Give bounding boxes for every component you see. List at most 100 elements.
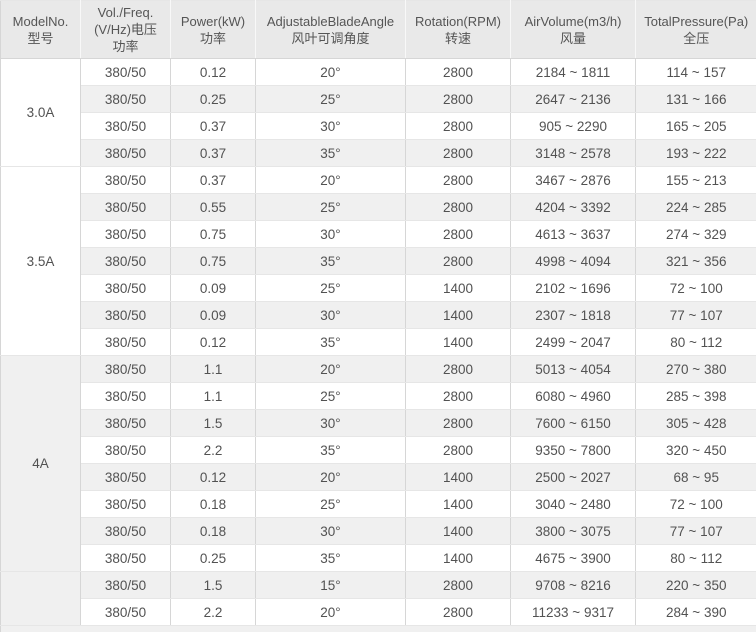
table-cell: 380/50 bbox=[80, 436, 171, 464]
model-cell bbox=[0, 571, 81, 626]
table-cell: 321 ~ 356 bbox=[635, 247, 756, 275]
table-cell: 380/50 bbox=[80, 301, 171, 329]
table-cell: 0.37 bbox=[170, 112, 256, 140]
model-cell: 4A bbox=[0, 355, 81, 572]
table-header: ModelNo. 型号 Vol./Freq. (V/Hz)电压 功率 Power(kW) 功… bbox=[0, 0, 756, 59]
table-row: 380/50 1.5 15° 2800 9708 ~ 8216 220 ~ 350 bbox=[0, 571, 756, 626]
table-cell: 2102 ~ 1696 bbox=[510, 274, 636, 302]
table-cell: 2800 bbox=[405, 409, 511, 437]
table-cell: 2800 bbox=[405, 166, 511, 194]
table-cell: 3040 ~ 2480 bbox=[510, 490, 636, 518]
table-cell: 2647 ~ 2136 bbox=[510, 85, 636, 113]
table-row: 380/50 1.5 30° 2800 7600 ~ 6150 305 ~ 428 bbox=[1, 409, 756, 437]
table-cell: 35° bbox=[255, 328, 406, 356]
table-cell: 305 ~ 428 bbox=[635, 409, 756, 437]
table-cell: 1.1 bbox=[170, 382, 256, 410]
table-cell: 0.12 bbox=[170, 58, 256, 86]
table-cell: 2800 bbox=[405, 247, 511, 275]
table-cell: 2800 bbox=[405, 571, 511, 599]
table-cell: 30° bbox=[255, 301, 406, 329]
table-cell: 131 ~ 166 bbox=[635, 85, 756, 113]
table-cell: 1400 bbox=[405, 274, 511, 302]
table-cell: 380/50 bbox=[80, 382, 171, 410]
table-cell: 1.5 bbox=[170, 409, 256, 437]
table-cell: 0.75 bbox=[170, 247, 256, 275]
partial-row-cell bbox=[0, 625, 756, 632]
table-cell: 2.2 bbox=[170, 436, 256, 464]
table-cell: 0.75 bbox=[170, 220, 256, 248]
table-cell: 0.37 bbox=[170, 139, 256, 167]
table-row: 380/50 2.2 35° 2800 9350 ~ 7800 320 ~ 450 bbox=[1, 436, 756, 464]
table-cell: 77 ~ 107 bbox=[635, 517, 756, 545]
table-cell: 380/50 bbox=[80, 571, 171, 599]
column-header-line: Power(kW) bbox=[180, 13, 246, 29]
table-cell: 380/50 bbox=[80, 598, 171, 626]
table-cell: 15° bbox=[255, 571, 406, 599]
column-header-2: Power(kW) 功率 bbox=[170, 0, 256, 59]
table-cell: 4675 ~ 3900 bbox=[510, 544, 636, 572]
table-cell: 155 ~ 213 bbox=[635, 166, 756, 194]
table-cell: 35° bbox=[255, 139, 406, 167]
table-row: 380/50 0.25 35° 1400 4675 ~ 3900 80 ~ 112 bbox=[1, 544, 756, 572]
table-cell: 1.5 bbox=[170, 571, 256, 599]
table-cell: 2500 ~ 2027 bbox=[510, 463, 636, 491]
table-cell: 2.2 bbox=[170, 598, 256, 626]
table-cell: 2800 bbox=[405, 220, 511, 248]
table-cell: 25° bbox=[255, 85, 406, 113]
table-row: 380/50 0.37 30° 2800 905 ~ 2290 165 ~ 205 bbox=[1, 112, 756, 140]
table-cell: 380/50 bbox=[80, 355, 171, 383]
table-cell: 380/50 bbox=[80, 139, 171, 167]
table-cell: 380/50 bbox=[80, 58, 171, 86]
table-cell: 20° bbox=[255, 355, 406, 383]
table-cell: 380/50 bbox=[80, 544, 171, 572]
table-cell: 6080 ~ 4960 bbox=[510, 382, 636, 410]
table-cell: 2800 bbox=[405, 112, 511, 140]
column-header-line: (V/Hz)电压 bbox=[94, 22, 157, 37]
table-cell: 220 ~ 350 bbox=[635, 571, 756, 599]
column-header-4: Rotation(RPM) 转速 bbox=[405, 0, 511, 59]
table-cell: 380/50 bbox=[80, 85, 171, 113]
table-row: 380/50 0.37 35° 2800 3148 ~ 2578 193 ~ 222 bbox=[1, 139, 756, 167]
table-cell: 380/50 bbox=[80, 193, 171, 221]
column-header-line: 风叶可调角度 bbox=[291, 30, 370, 46]
column-header-0: ModelNo. 型号 bbox=[0, 0, 81, 59]
column-header-line: AdjustableBladeAngle bbox=[266, 13, 395, 29]
table-cell: 20° bbox=[255, 598, 406, 626]
table-cell: 380/50 bbox=[80, 490, 171, 518]
column-header-line: 转速 bbox=[444, 30, 471, 46]
table-cell: 380/50 bbox=[80, 463, 171, 491]
table-cell: 0.55 bbox=[170, 193, 256, 221]
table-cell: 1400 bbox=[405, 490, 511, 518]
model-cell: 3.5A bbox=[0, 166, 81, 356]
column-header-line: Vol./Freq. bbox=[97, 5, 154, 20]
table-cell: 35° bbox=[255, 436, 406, 464]
table-cell: 380/50 bbox=[80, 328, 171, 356]
table-cell: 20° bbox=[255, 463, 406, 491]
table-row: 380/50 0.09 30° 1400 2307 ~ 1818 77 ~ 107 bbox=[1, 301, 756, 329]
table-cell: 1400 bbox=[405, 544, 511, 572]
table-cell: 0.18 bbox=[170, 517, 256, 545]
table-cell: 30° bbox=[255, 409, 406, 437]
table-row: 4A 380/50 1.1 20° 2800 5013 ~ 4054 270 ~ 380 bbox=[0, 355, 756, 572]
table-cell: 0.37 bbox=[170, 166, 256, 194]
table-cell: 380/50 bbox=[80, 247, 171, 275]
table-cell: 0.09 bbox=[170, 301, 256, 329]
table-cell: 2800 bbox=[405, 436, 511, 464]
table-cell: 2800 bbox=[405, 598, 511, 626]
table-cell: 3467 ~ 2876 bbox=[510, 166, 636, 194]
table-cell: 30° bbox=[255, 517, 406, 545]
table-cell: 1400 bbox=[405, 328, 511, 356]
table-row: 380/50 0.09 25° 1400 2102 ~ 1696 72 ~ 100 bbox=[1, 274, 756, 302]
table-row: 380/50 0.12 20° 1400 2500 ~ 2027 68 ~ 95 bbox=[1, 463, 756, 491]
table-cell: 2800 bbox=[405, 58, 511, 86]
column-header-line: 功率 bbox=[112, 39, 139, 54]
table-cell: 0.09 bbox=[170, 274, 256, 302]
table-cell: 274 ~ 329 bbox=[635, 220, 756, 248]
table-cell: 80 ~ 112 bbox=[635, 544, 756, 572]
column-header-line: 型号 bbox=[27, 30, 54, 46]
table-cell: 1400 bbox=[405, 301, 511, 329]
table-row: 380/50 0.18 30° 1400 3800 ~ 3075 77 ~ 107 bbox=[1, 517, 756, 545]
table-row: 380/50 1.1 25° 2800 6080 ~ 4960 285 ~ 398 bbox=[1, 382, 756, 410]
table-cell: 2184 ~ 1811 bbox=[510, 58, 636, 86]
column-header-1: Vol./Freq. (V/Hz)电压 功率 bbox=[80, 0, 171, 59]
